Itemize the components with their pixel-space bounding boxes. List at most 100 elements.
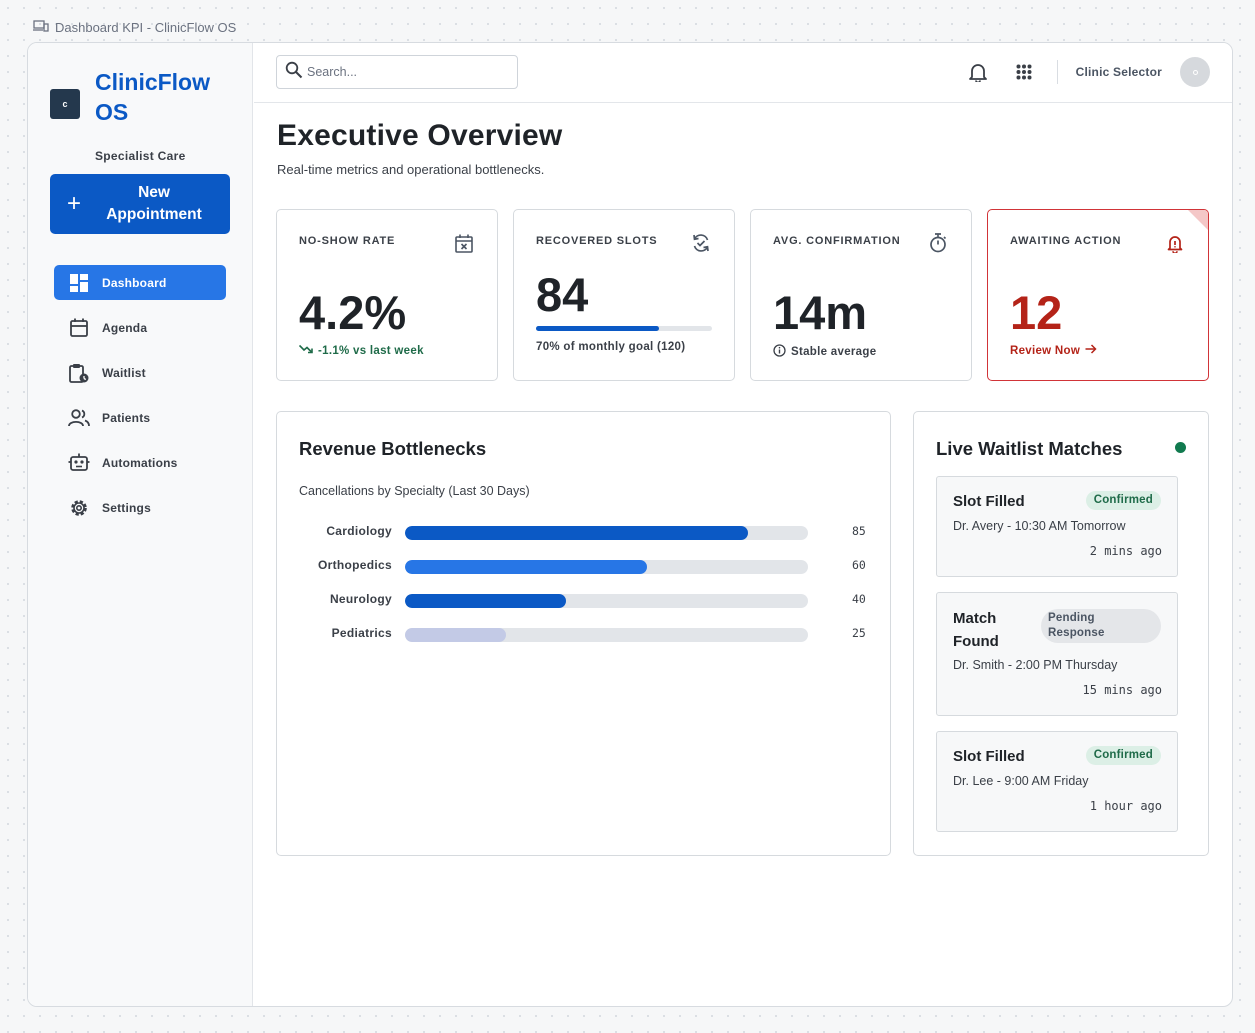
bar-track (405, 594, 808, 608)
bar-value: 40 (852, 592, 866, 606)
sidebar-nav: Dashboard Agenda Waitlist Patients (54, 265, 226, 535)
calendar-x-icon (453, 232, 475, 254)
status-badge: Pending Response (1041, 609, 1161, 643)
window-caption-text: Dashboard KPI - ClinicFlow OS (55, 19, 237, 35)
match-time: 2 mins ago (1089, 544, 1162, 558)
sidebar-item-label: Waitlist (102, 365, 146, 380)
bell-icon[interactable] (967, 61, 989, 83)
match-title: Match Found (953, 610, 999, 650)
sidebar-item-agenda[interactable]: Agenda (54, 310, 226, 345)
goal-progress-bar (536, 326, 712, 331)
avatar-placeholder-icon (1192, 69, 1198, 75)
app-window: c ClinicFlow OS Specialist Care + New Ap… (27, 42, 1233, 1007)
status-badge: Confirmed (1085, 491, 1161, 510)
avatar[interactable] (1180, 57, 1210, 87)
bar-fill (405, 526, 748, 540)
sidebar: c ClinicFlow OS Specialist Care + New Ap… (28, 43, 253, 1006)
waitlist-match-card[interactable]: Match Found Pending Response Dr. Smith -… (936, 592, 1178, 716)
sidebar-item-waitlist[interactable]: Waitlist (54, 355, 226, 390)
new-appointment-button[interactable]: + New Appointment (50, 174, 230, 234)
kpi-value: 4.2% (299, 286, 407, 339)
kpi-value: 12 (1010, 286, 1063, 339)
live-waitlist-panel: Live Waitlist Matches Slot Filled Confir… (913, 411, 1209, 856)
kpi-label: AVG. CONFIRMATION (773, 235, 901, 247)
bar-value: 85 (852, 524, 866, 538)
match-title: Slot Filled (953, 748, 1025, 765)
bar-fill (405, 628, 506, 642)
panel-title: Live Waitlist Matches (936, 438, 1123, 459)
bar-track (405, 628, 808, 642)
kpi-value: 14m (773, 286, 868, 339)
window-caption: Dashboard KPI - ClinicFlow OS (33, 19, 236, 35)
sync-check-icon (690, 232, 712, 254)
robot-icon (66, 452, 92, 474)
calendar-icon (66, 317, 92, 339)
brand-logo: c (50, 89, 80, 119)
kpi-card-avg-confirmation[interactable]: AVG. CONFIRMATION 14m Stable average (750, 209, 972, 381)
alarm-bell-icon (1164, 232, 1186, 254)
sidebar-item-label: Agenda (102, 320, 148, 335)
bar-row: Pediatrics 25 (277, 624, 892, 644)
waitlist-match-card[interactable]: Slot Filled Confirmed Dr. Avery - 10:30 … (936, 476, 1178, 577)
sidebar-item-label: Dashboard (102, 275, 167, 290)
kpi-card-awaiting-action[interactable]: AWAITING ACTION 12 Review Now (987, 209, 1209, 381)
waitlist-match-card[interactable]: Slot Filled Confirmed Dr. Lee - 9:00 AM … (936, 731, 1178, 832)
bar-value: 60 (852, 558, 866, 572)
clinic-selector[interactable]: Clinic Selector (1075, 65, 1162, 79)
plus-icon: + (66, 190, 81, 217)
bar-track (405, 560, 808, 574)
panel-subtitle: Cancellations by Specialty (Last 30 Days… (299, 484, 530, 498)
alert-corner-accent (1187, 210, 1208, 231)
match-time: 15 mins ago (1082, 683, 1162, 697)
kpi-goal-text: 70% of monthly goal (120) (536, 341, 686, 353)
search-icon (285, 61, 303, 84)
bar-fill (405, 594, 567, 608)
apps-grid-icon[interactable] (1013, 61, 1035, 83)
people-icon (66, 407, 92, 429)
bar-value: 25 (852, 626, 866, 640)
bar-label: Pediatrics (331, 626, 392, 640)
match-title: Slot Filled (953, 493, 1025, 510)
search-input[interactable] (307, 65, 507, 79)
revenue-bottlenecks-panel: Revenue Bottlenecks Cancellations by Spe… (276, 411, 891, 856)
brand-name[interactable]: ClinicFlow OS (95, 69, 210, 125)
match-detail: Dr. Avery - 10:30 AM Tomorrow (953, 519, 1126, 533)
review-now-link[interactable]: Review Now (1010, 344, 1097, 357)
sidebar-item-automations[interactable]: Automations (54, 445, 226, 480)
topbar-actions: Clinic Selector (967, 43, 1232, 101)
kpi-label: NO-SHOW RATE (299, 235, 396, 247)
search-box[interactable] (276, 55, 518, 89)
divider (1056, 60, 1058, 84)
kpi-note: Stable average (773, 344, 876, 360)
goal-progress-fill (536, 326, 660, 331)
match-detail: Dr. Smith - 2:00 PM Thursday (953, 658, 1118, 672)
kpi-value: 84 (536, 268, 589, 321)
bar-track (405, 526, 808, 540)
bar-label: Neurology (329, 592, 392, 606)
live-status-dot (1175, 442, 1186, 453)
kpi-card-no-show[interactable]: NO-SHOW RATE 4.2% -1.1% vs last week (276, 209, 498, 381)
match-time: 1 hour ago (1089, 799, 1162, 813)
kpi-label: RECOVERED SLOTS (536, 235, 658, 247)
bar-label: Orthopedics (318, 558, 392, 572)
kpi-trend-text: -1.1% vs last week (318, 344, 424, 357)
stopwatch-icon (927, 232, 949, 254)
sidebar-item-settings[interactable]: Settings (54, 490, 226, 525)
bar-row: Cardiology 85 (277, 522, 892, 542)
kpi-card-recovered-slots[interactable]: RECOVERED SLOTS 84 70% of monthly goal (… (513, 209, 735, 381)
arrow-right-icon (1085, 344, 1097, 357)
page-subtitle: Real-time metrics and operational bottle… (277, 162, 545, 177)
dashboard-icon (66, 272, 92, 294)
sidebar-item-dashboard[interactable]: Dashboard (54, 265, 226, 300)
trending-down-icon (298, 344, 313, 357)
kpi-label: AWAITING ACTION (1010, 235, 1122, 247)
brand-tagline: Specialist Care (95, 149, 186, 163)
bar-label: Cardiology (326, 524, 392, 538)
sidebar-item-label: Patients (102, 410, 151, 425)
gear-icon (66, 497, 92, 519)
devices-icon (33, 19, 49, 36)
page-title: Executive Overview (277, 119, 563, 152)
match-detail: Dr. Lee - 9:00 AM Friday (953, 774, 1089, 788)
sidebar-item-patients[interactable]: Patients (54, 400, 226, 435)
status-badge: Confirmed (1085, 746, 1161, 765)
